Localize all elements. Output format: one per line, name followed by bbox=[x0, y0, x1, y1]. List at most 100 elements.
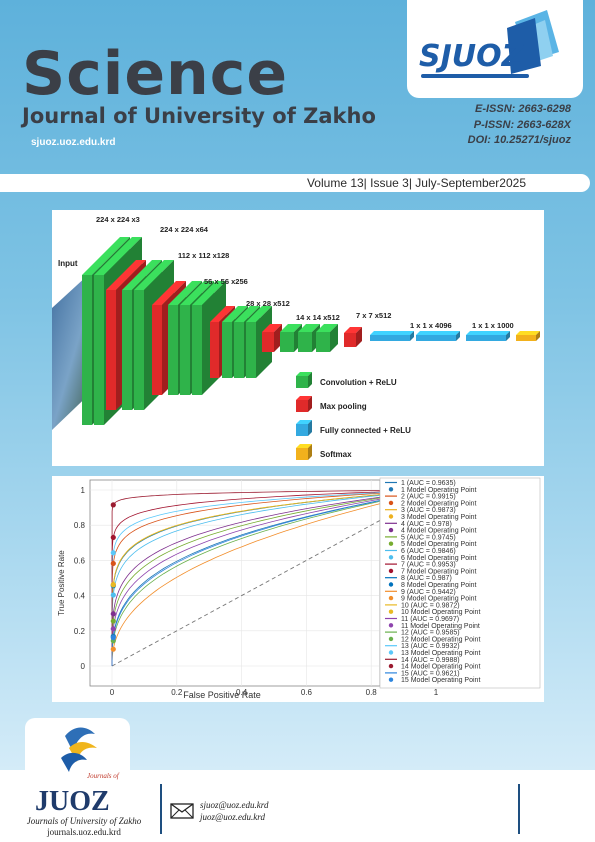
legend-label: Max pooling bbox=[320, 402, 367, 411]
roc-curve bbox=[111, 489, 437, 667]
legend-entry: 6 Model Operating Point bbox=[388, 555, 477, 562]
operating-point bbox=[110, 560, 116, 567]
legend-series-name: 15 (AUC = 0.9621) bbox=[401, 670, 460, 677]
pissn: P-ISSN: 2663-628X bbox=[473, 118, 571, 131]
legend-item: Max pooling bbox=[296, 396, 367, 412]
y-tick-label: 0 bbox=[81, 662, 86, 671]
sjuoz-logo-box: SJUOZ bbox=[407, 0, 583, 98]
x-tick-label: 0.8 bbox=[366, 688, 378, 697]
legend-entry: 13 (AUC = 0.9932) bbox=[385, 643, 460, 650]
fc-block bbox=[466, 331, 510, 341]
legend-swatch bbox=[296, 376, 308, 388]
roc-curve bbox=[111, 489, 437, 667]
roc-curve bbox=[111, 489, 437, 667]
legend-entry: 3 (AUC = 0.9873) bbox=[385, 507, 456, 514]
legend-series-name: 9 (AUC = 0.9442) bbox=[401, 589, 456, 596]
legend-entry: 4 (AUC = 0.978) bbox=[385, 521, 452, 528]
legend-entry: 15 (AUC = 0.9621) bbox=[385, 670, 460, 677]
x-tick-label: 0.4 bbox=[236, 688, 248, 697]
legend-swatch bbox=[296, 424, 308, 436]
operating-point bbox=[110, 592, 116, 598]
legend-entry: 15 Model Operating Point bbox=[388, 677, 480, 684]
legend-operating-point: 12 Model Operating Point bbox=[401, 636, 480, 643]
journals-url[interactable]: journals.uoz.edu.krd bbox=[47, 826, 121, 837]
roc-curve bbox=[111, 489, 437, 667]
operating-point bbox=[110, 550, 116, 556]
legend-item: Softmax bbox=[296, 444, 352, 460]
email-juoz[interactable]: juoz@uoz.edu.krd bbox=[200, 812, 265, 822]
legend-series-name: 11 (AUC = 0.9697) bbox=[401, 616, 459, 623]
legend-entry: 7 Model Operating Point bbox=[388, 568, 477, 575]
legend-operating-point: 9 Model Operating Point bbox=[401, 596, 477, 603]
legend-entry: 4 Model Operating Point bbox=[388, 528, 477, 535]
layer-dimension-label: 14 x 14 x512 bbox=[296, 313, 340, 322]
layer-dimension-label: 224 x 224 x64 bbox=[160, 225, 209, 234]
footer-divider-left bbox=[160, 784, 162, 834]
legend-entry: 5 Model Operating Point bbox=[388, 541, 477, 548]
legend-entry: 14 (AUC = 0.9988) bbox=[385, 657, 460, 664]
legend-entry: 10 (AUC = 0.9872) bbox=[385, 602, 460, 609]
chance-diagonal bbox=[111, 520, 381, 667]
volume-issue-text: Volume 13| Issue 3| July-September2025 bbox=[306, 176, 526, 190]
layer-dimension-label: 28 x 28 x512 bbox=[246, 299, 290, 308]
fc-block bbox=[416, 331, 460, 341]
legend-series-name: 3 (AUC = 0.9873) bbox=[401, 507, 456, 514]
legend-entry: 11 (AUC = 0.9697) bbox=[385, 616, 459, 623]
issn-block: E-ISSN: 2663-6298 P-ISSN: 2663-628X DOI:… bbox=[468, 102, 571, 149]
operating-point bbox=[110, 502, 116, 508]
y-tick-label: 1 bbox=[81, 486, 86, 495]
legend-entry: 11 Model Operating Point bbox=[388, 623, 480, 630]
roc-curve bbox=[111, 489, 437, 667]
y-tick-label: 0.8 bbox=[74, 521, 86, 530]
journals-of-text: Journals of bbox=[87, 772, 120, 780]
operating-point bbox=[110, 626, 116, 632]
chart-legend bbox=[379, 477, 541, 689]
legend-entry: 10 Model Operating Point bbox=[388, 609, 480, 616]
legend-operating-point: 7 Model Operating Point bbox=[401, 568, 477, 575]
legend-swatch bbox=[296, 400, 308, 412]
layer-dimension-label: 224 x 224 x3 bbox=[96, 215, 140, 224]
softmax-block bbox=[516, 331, 540, 341]
roc-curve bbox=[111, 489, 437, 667]
roc-curve bbox=[111, 489, 437, 667]
conv-block bbox=[316, 324, 338, 352]
cnn-architecture-figure: Input 224 x 224 x3 224 x 224 x64 112 x 112… bbox=[52, 210, 544, 466]
legend-operating-point: 13 Model Operating Point bbox=[401, 650, 480, 657]
x-tick-label: 1 bbox=[434, 688, 439, 697]
fc-block bbox=[370, 331, 414, 341]
layer-dimension-label: 7 x 7 x512 bbox=[356, 311, 391, 320]
legend-series-name: 14 (AUC = 0.9988) bbox=[401, 657, 460, 664]
y-tick-label: 0.4 bbox=[74, 592, 86, 601]
legend-entry: 8 Model Operating Point bbox=[388, 582, 477, 589]
legend-entry: 12 Model Operating Point bbox=[388, 636, 480, 643]
legend-entry: 2 Model Operating Point bbox=[388, 500, 477, 507]
legend-operating-point: 1 Model Operating Point bbox=[401, 487, 477, 494]
sjuoz-logo-text: SJUOZ bbox=[419, 39, 525, 74]
legend-operating-point: 6 Model Operating Point bbox=[401, 555, 477, 562]
legend-entry: 6 (AUC = 0.9846) bbox=[385, 548, 456, 555]
legend-operating-point: 11 Model Operating Point bbox=[401, 623, 480, 630]
layer-dimension-label: 56 x 56 x256 bbox=[204, 277, 248, 286]
legend-series-name: 5 (AUC = 0.9745) bbox=[401, 534, 456, 541]
legend-series-name: 1 (AUC = 0.9635) bbox=[401, 480, 456, 487]
legend-entry: 1 (AUC = 0.9635) bbox=[385, 480, 456, 487]
y-tick-label: 0.2 bbox=[74, 627, 86, 636]
juoz-logo-text: JUOZ bbox=[35, 786, 110, 814]
volume-bar: Volume 13| Issue 3| July-September2025 bbox=[0, 174, 590, 192]
roc-curve bbox=[111, 489, 437, 667]
roc-curve bbox=[111, 489, 437, 667]
doi: DOI: 10.25271/sjuoz bbox=[467, 134, 571, 146]
legend-operating-point: 15 Model Operating Point bbox=[401, 677, 480, 684]
journal-title-science: Science bbox=[22, 39, 289, 109]
legend-item: Convolution + ReLU bbox=[296, 372, 397, 388]
legend-label: Convolution + ReLU bbox=[320, 378, 397, 387]
journal-title-sub: Journal of University of Zakho bbox=[22, 104, 376, 128]
journal-site-url[interactable]: sjuoz.uoz.edu.krd bbox=[31, 137, 116, 148]
legend-entry: 12 (AUC = 0.9585) bbox=[385, 630, 460, 637]
layer-dimension-label: 1 x 1 x 1000 bbox=[472, 321, 514, 330]
legend-entry: 7 (AUC = 0.9953) bbox=[385, 562, 456, 569]
operating-point bbox=[110, 534, 116, 541]
operating-point bbox=[110, 611, 116, 617]
email-sjuoz[interactable]: sjuoz@uoz.edu.krd bbox=[200, 800, 269, 810]
operating-point bbox=[110, 582, 116, 588]
